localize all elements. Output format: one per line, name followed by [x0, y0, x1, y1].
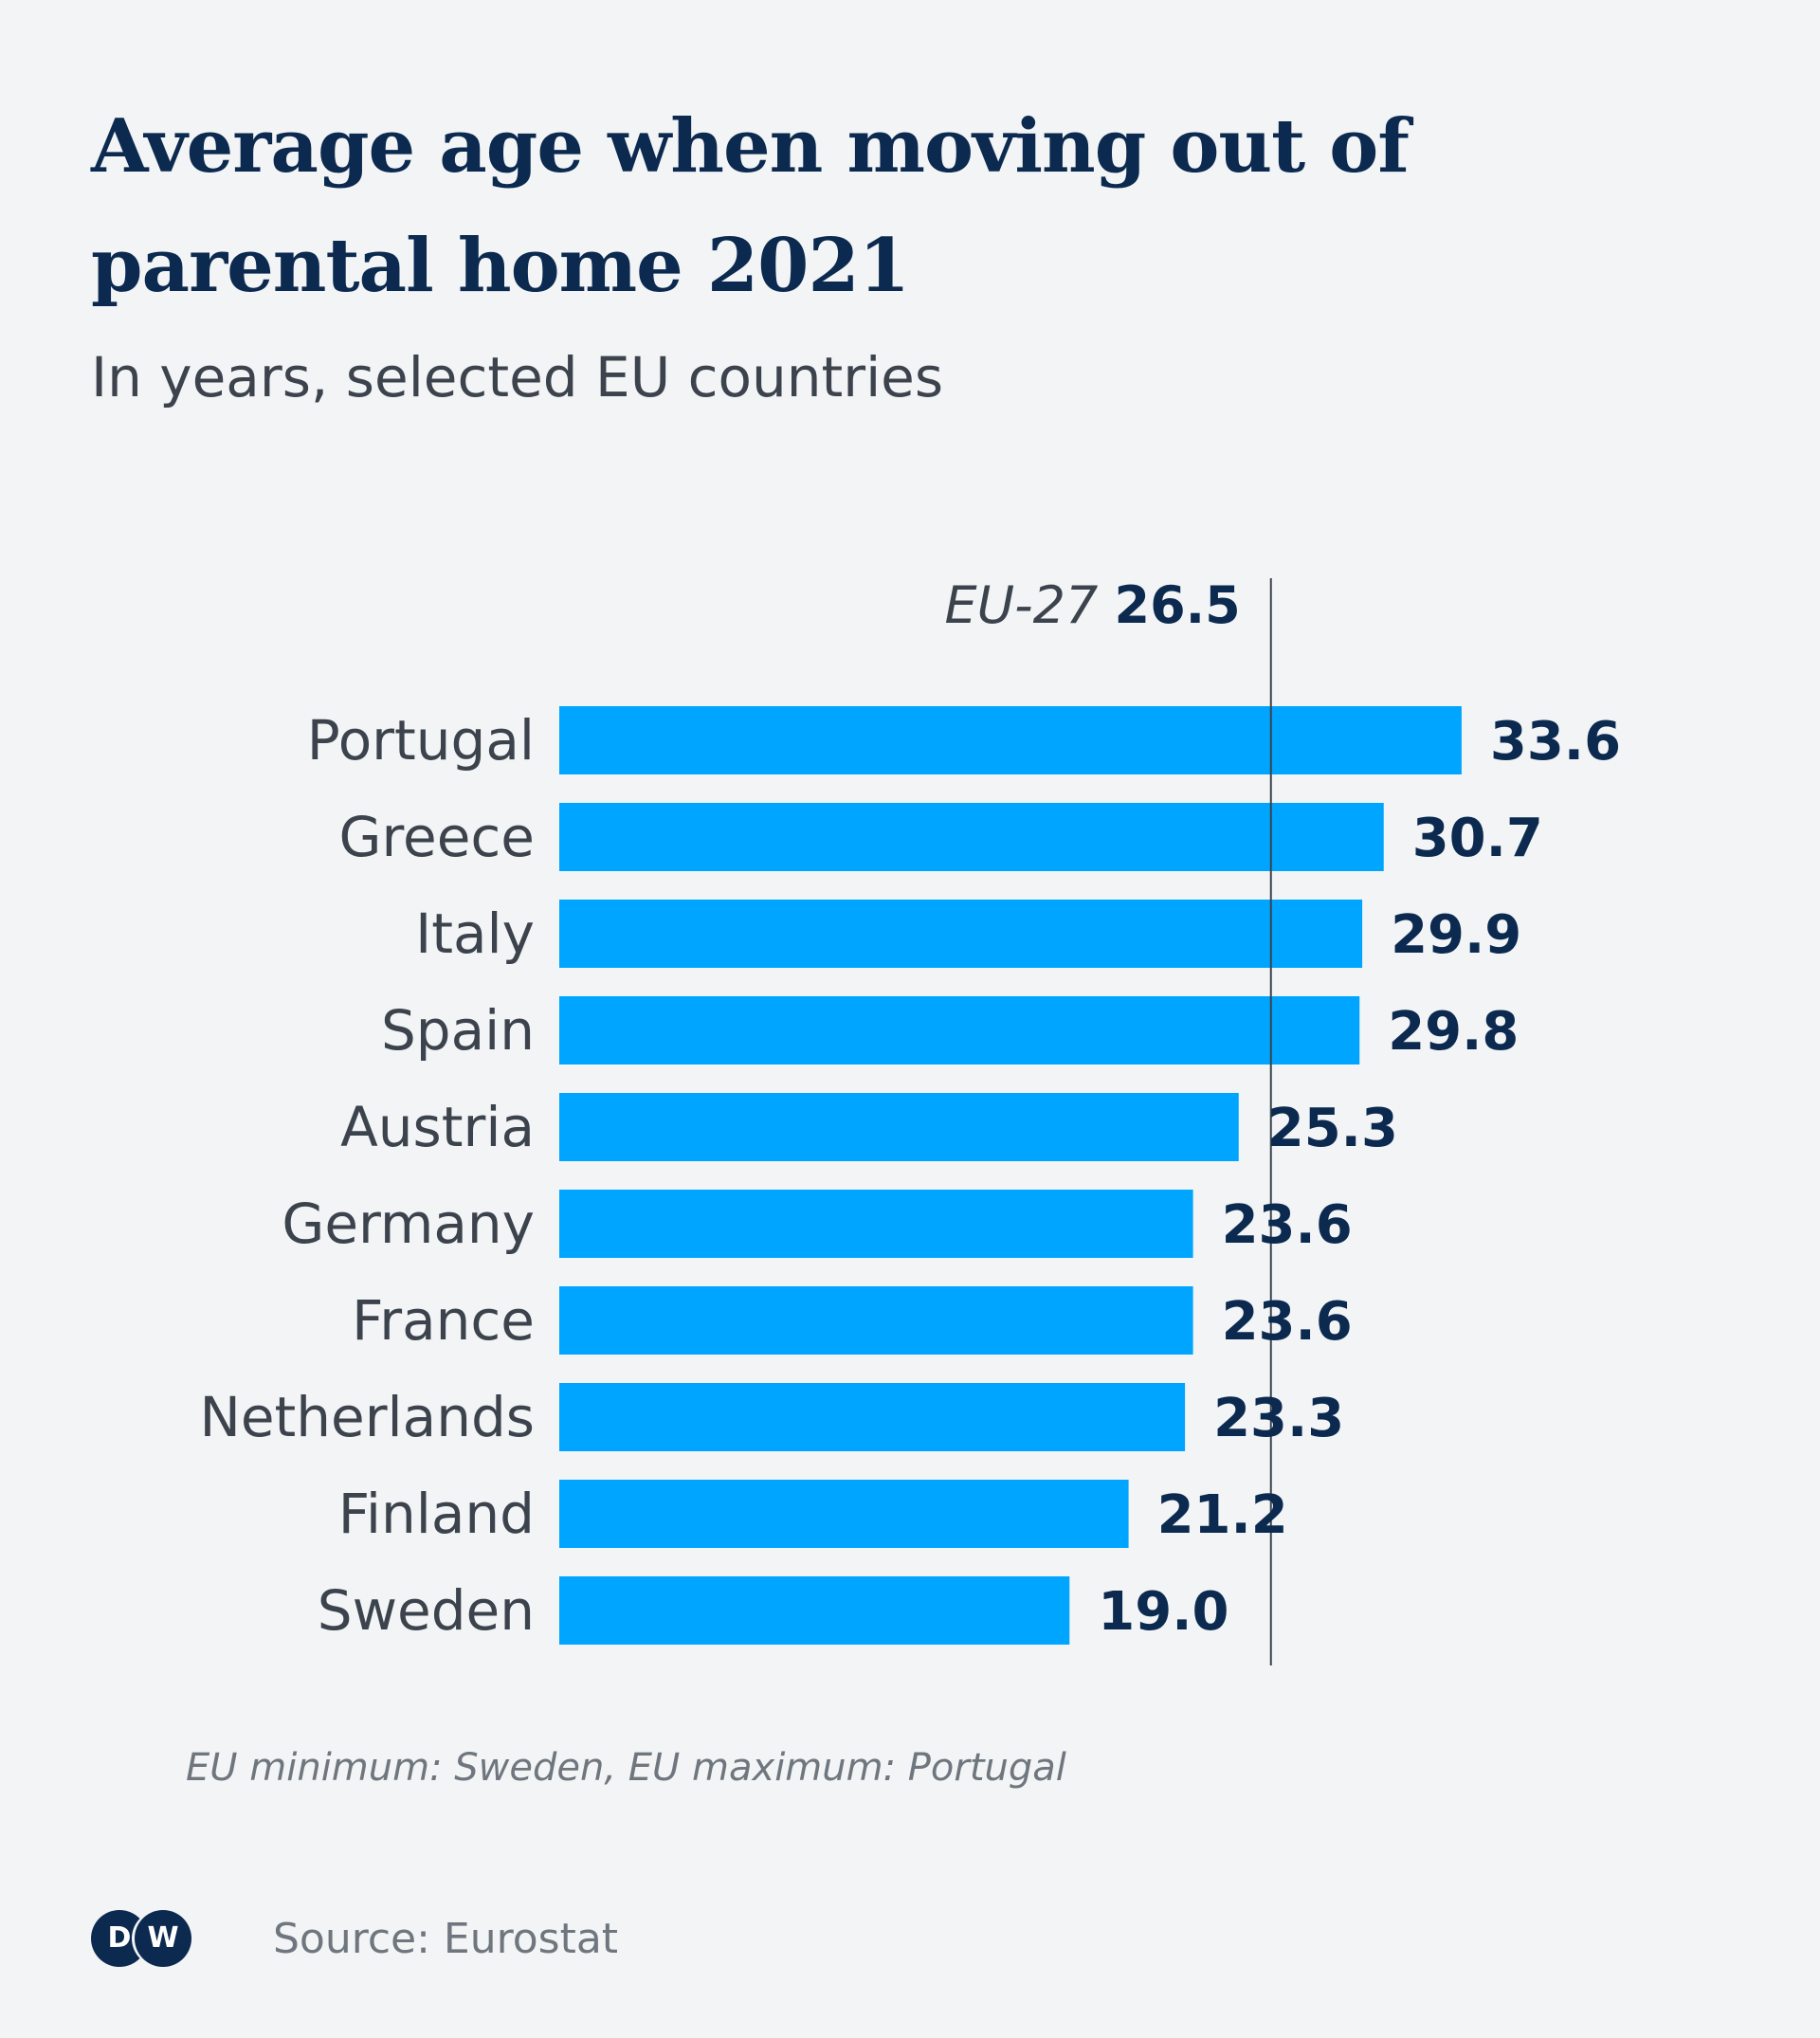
chart-subtitle: In years, selected EU countries — [91, 345, 944, 409]
category-label-greece: Greece — [339, 805, 535, 869]
value-label-finland: 21.2 — [1157, 1484, 1288, 1546]
chart-annotation: EU minimum: Sweden, EU maximum: Portugal — [186, 1746, 1066, 1790]
source-credit: Source: Eurostat — [273, 1914, 619, 1963]
footer: D W Source: Eurostat — [91, 1907, 618, 1970]
bar-sweden — [559, 1576, 1070, 1645]
category-label-finland: Finland — [338, 1482, 535, 1546]
value-label-france: 23.6 — [1222, 1291, 1353, 1353]
bar-austria — [559, 1093, 1239, 1161]
reference-label: EU-27 26.5 — [944, 575, 1240, 635]
value-label-germany: 23.6 — [1222, 1194, 1353, 1256]
logo-letter-w: W — [135, 1910, 191, 1967]
dw-logo: D W — [91, 1910, 191, 1967]
category-label-portugal: Portugal — [307, 708, 535, 773]
reference-name: EU-27 — [944, 575, 1114, 635]
bar-spain — [559, 996, 1360, 1064]
category-label-france: France — [352, 1288, 535, 1353]
category-label-netherlands: Netherlands — [199, 1385, 535, 1449]
chart-title: Average age when moving out of parental … — [91, 103, 1410, 309]
value-label-greece: 30.7 — [1412, 808, 1543, 869]
bar-netherlands — [559, 1383, 1186, 1451]
logo-letter-d: D — [91, 1910, 148, 1967]
category-label-sweden: Sweden — [318, 1578, 535, 1643]
category-label-spain: Spain — [381, 998, 535, 1063]
category-label-germany: Germany — [282, 1192, 535, 1256]
value-label-netherlands: 23.3 — [1213, 1388, 1344, 1449]
bar-finland — [559, 1480, 1129, 1548]
value-label-italy: 29.9 — [1391, 904, 1521, 966]
bar-greece — [559, 803, 1384, 871]
bar-chart: EU-27 26.5 Portugal 33.6 Greece 30.7 Italy 29.… — [199, 575, 1621, 1665]
reference-value: 26.5 — [1115, 575, 1241, 635]
value-label-spain: 29.8 — [1388, 1001, 1519, 1063]
category-label-austria: Austria — [340, 1095, 535, 1159]
value-label-sweden: 19.0 — [1098, 1581, 1228, 1643]
bar-portugal — [559, 706, 1462, 774]
category-label-italy: Italy — [415, 901, 535, 966]
value-label-austria: 25.3 — [1267, 1098, 1398, 1159]
bar-italy — [559, 900, 1363, 968]
bar-france — [559, 1286, 1193, 1355]
value-label-portugal: 33.6 — [1490, 711, 1621, 773]
bar-germany — [559, 1190, 1193, 1258]
